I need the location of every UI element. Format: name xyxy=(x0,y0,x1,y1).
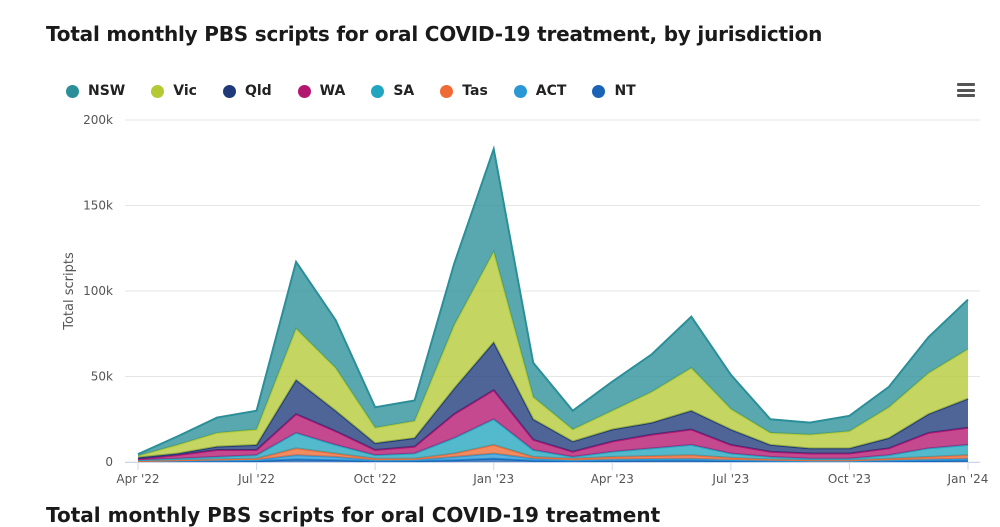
area-sa[interactable] xyxy=(138,419,968,461)
area-act[interactable] xyxy=(138,453,968,462)
legend-label: WA xyxy=(319,83,346,99)
hamburger-menu-icon[interactable] xyxy=(957,83,975,97)
x-tick-label: Jul '23 xyxy=(711,472,749,486)
legend-item-wa[interactable]: WA xyxy=(297,83,346,99)
legend-label: ACT xyxy=(535,83,567,99)
legend: NSW Vic Qld WA SA Tas ACT NT xyxy=(66,83,662,99)
x-tick-label: Jan '24 xyxy=(947,472,989,486)
y-tick-label: 50k xyxy=(91,370,113,384)
area-nsw[interactable] xyxy=(138,149,968,456)
x-tick-label: Apr '23 xyxy=(591,472,634,486)
legend-item-vic[interactable]: Vic xyxy=(151,83,197,99)
legend-label: NT xyxy=(614,83,636,99)
legend-marker-icon xyxy=(592,84,606,98)
series-line-nsw xyxy=(137,145,969,456)
area-tas[interactable] xyxy=(138,444,968,462)
legend-item-tas[interactable]: Tas xyxy=(440,83,488,99)
x-tick-label: Oct '22 xyxy=(354,472,397,486)
legend-item-sa[interactable]: SA xyxy=(371,83,414,99)
area-wa[interactable] xyxy=(138,390,968,461)
legend-label: Vic xyxy=(173,83,197,99)
x-tick-label: Jul '22 xyxy=(237,472,275,486)
y-tick-label: 200k xyxy=(83,113,113,127)
x-tick-label: Jan '23 xyxy=(472,472,514,486)
legend-marker-icon xyxy=(371,84,385,98)
legend-label: Qld xyxy=(244,83,272,99)
y-axis-label: Total scripts xyxy=(62,252,77,331)
legend-marker-icon xyxy=(440,84,454,98)
legend-marker-icon xyxy=(513,84,527,98)
legend-label: SA xyxy=(393,83,415,99)
x-tick-label: Oct '23 xyxy=(828,472,871,486)
next-chart-title: Total monthly PBS scripts for oral COVID… xyxy=(46,503,661,527)
legend-marker-icon xyxy=(297,84,311,98)
legend-marker-icon xyxy=(222,84,236,98)
area-qld[interactable] xyxy=(138,342,968,460)
legend-label: Tas xyxy=(462,83,488,99)
y-tick-label: 100k xyxy=(83,284,113,298)
y-tick-label: 0 xyxy=(105,455,113,469)
chart: 0 50k 100k 150k 200k Apr '22 Jul '22 Oct '22 Jan… xyxy=(62,113,989,486)
legend-item-nsw[interactable]: NSW xyxy=(66,83,125,99)
legend-item-nt[interactable]: NT xyxy=(592,83,636,99)
legend-label: NSW xyxy=(88,83,126,99)
legend-item-qld[interactable]: Qld xyxy=(222,83,272,99)
legend-marker-icon xyxy=(66,84,79,98)
area-vic[interactable] xyxy=(138,251,968,458)
legend-item-act[interactable]: ACT xyxy=(513,83,567,99)
y-tick-label: 150k xyxy=(83,199,113,213)
x-tick-label: Apr '22 xyxy=(116,472,159,486)
chart-title: Total monthly PBS scripts for oral COVID… xyxy=(46,22,823,46)
legend-marker-icon xyxy=(151,84,165,98)
